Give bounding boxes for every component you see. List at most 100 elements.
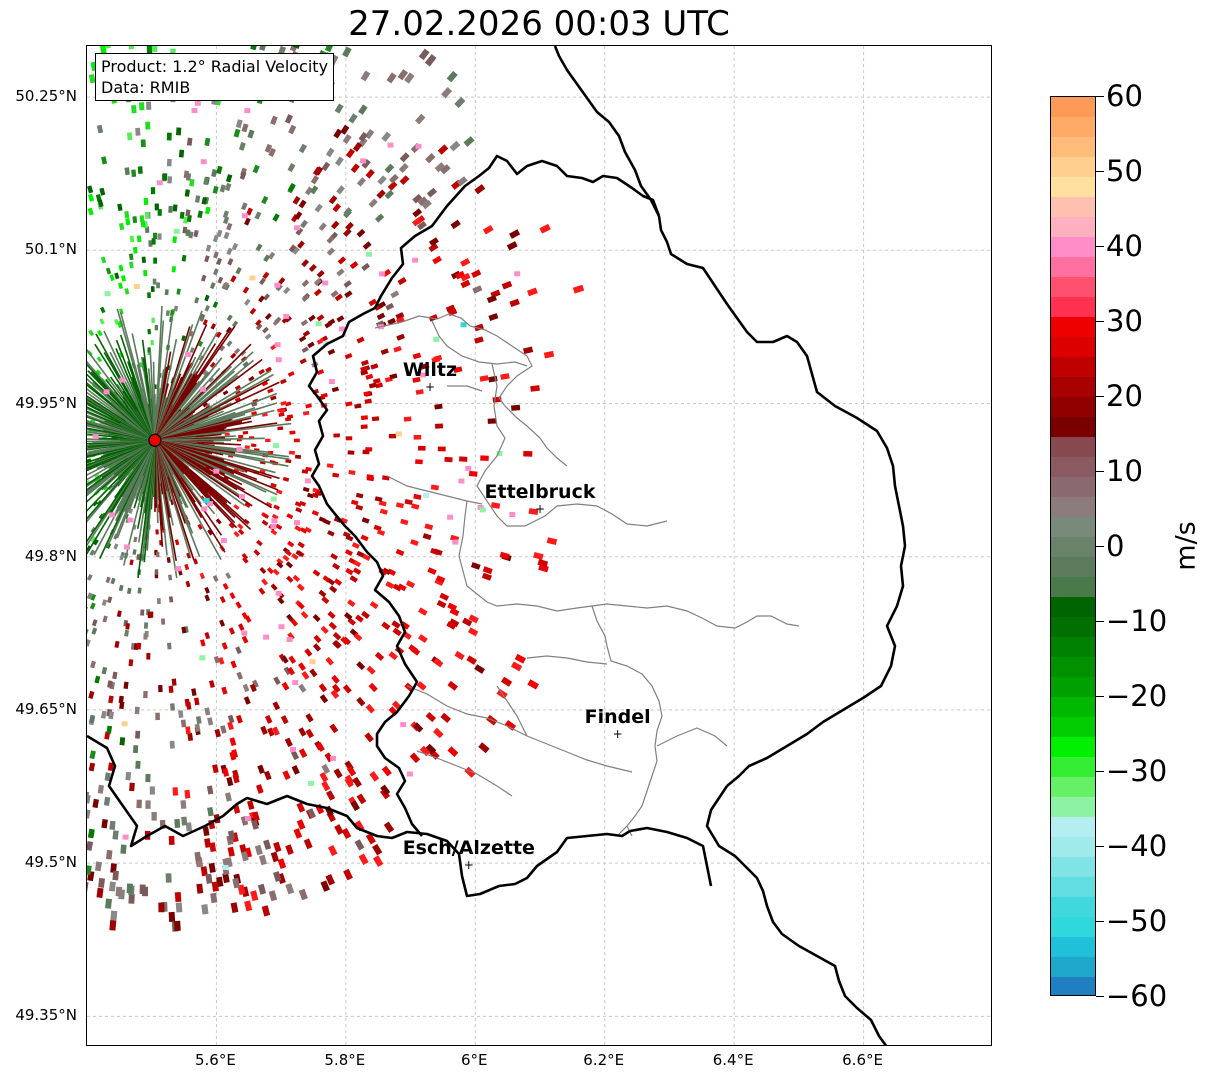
echo-gate <box>344 549 353 556</box>
echo-gate <box>241 123 249 133</box>
echo-gate <box>101 818 108 829</box>
echo-gate <box>276 561 284 569</box>
echo-gate <box>124 210 130 219</box>
echo-gate <box>119 701 125 710</box>
echo-gate <box>215 331 222 338</box>
echo-gate <box>145 773 151 783</box>
echo-gate <box>292 246 300 255</box>
echo-gate <box>106 725 113 734</box>
echo-gate <box>222 216 230 225</box>
echo-gate <box>218 657 225 665</box>
border-germany <box>657 215 907 787</box>
echo-gate <box>299 358 307 365</box>
echo-gate <box>241 202 248 211</box>
colorbar-swatch <box>1051 557 1095 577</box>
echo-gate <box>360 158 367 164</box>
echo-gate <box>364 398 372 404</box>
echo-gate <box>298 683 307 693</box>
echo-gate <box>291 553 299 561</box>
echo-gate <box>126 883 133 894</box>
colorbar-tick <box>1096 471 1104 472</box>
echo-gate <box>169 740 175 749</box>
echo-gate <box>440 712 451 723</box>
echo-gate <box>428 243 439 253</box>
echo-gate <box>204 838 212 848</box>
colorbar-tick-label: −60 <box>1106 979 1168 1013</box>
echo-gate <box>93 539 99 546</box>
echo-gate <box>345 534 354 542</box>
echo-gate <box>219 596 226 604</box>
echo-gate <box>91 619 98 627</box>
echo-gate <box>209 282 216 290</box>
echo-gate <box>322 280 329 286</box>
echo-gate <box>365 373 374 380</box>
echo-gate <box>167 176 173 184</box>
echo-gate <box>200 386 206 392</box>
echo-gate <box>336 185 345 195</box>
echo-gate <box>316 314 325 322</box>
echo-gate <box>289 430 296 435</box>
echo-gate <box>264 714 273 724</box>
echo-gate <box>377 175 387 185</box>
echo-gate <box>101 599 108 607</box>
echo-gate <box>533 552 544 560</box>
echo-gate <box>400 722 407 728</box>
echo-gate <box>333 433 340 438</box>
echo-gate <box>194 723 201 732</box>
echo-gate <box>511 404 521 411</box>
echo-gate <box>109 820 116 830</box>
echo-gate <box>354 820 365 832</box>
echo-gate <box>244 108 251 114</box>
echo-gate <box>411 503 420 510</box>
echo-gate <box>276 558 284 565</box>
echo-gate <box>312 614 321 622</box>
echo-gate <box>308 780 315 786</box>
echo-gate <box>285 561 294 569</box>
echo-gate <box>87 865 92 876</box>
echo-gate <box>358 104 368 115</box>
echo-gate <box>197 210 203 219</box>
echo-gate <box>227 830 236 841</box>
echo-gate <box>196 883 204 894</box>
radar-map[interactable]: Product: 1.2° Radial Velocity Data: RMIB… <box>86 45 992 1046</box>
colorbar-tick <box>1096 96 1104 97</box>
echo-gate <box>387 317 396 326</box>
echo-gate <box>185 822 193 832</box>
echo-gate <box>292 196 301 205</box>
echo-gate <box>381 621 391 631</box>
echo-gate <box>439 592 450 601</box>
colorbar-tick-label: 50 <box>1106 154 1143 188</box>
echo-gate <box>326 247 336 256</box>
echo-gate <box>210 323 217 330</box>
echo-gate <box>298 727 307 737</box>
echo-gate <box>107 762 114 772</box>
echo-gate <box>316 269 325 278</box>
radar-site-marker[interactable] <box>148 433 162 447</box>
echo-gate <box>447 680 458 691</box>
echo-gate <box>96 356 103 363</box>
echo-gate <box>305 713 314 723</box>
echo-gate <box>139 884 146 895</box>
echo-gate <box>282 476 290 482</box>
echo-gate <box>104 46 111 49</box>
echo-gate <box>361 610 370 619</box>
echo-gate <box>92 798 100 809</box>
echo-gate <box>136 554 141 561</box>
colorbar-swatch <box>1051 377 1095 397</box>
echo-gate <box>200 639 206 647</box>
echo-gate <box>137 587 142 594</box>
echo-gate <box>234 397 241 403</box>
echo-gate <box>284 315 292 323</box>
echo-gate <box>302 410 310 416</box>
echo-gate <box>262 326 269 334</box>
echo-gate <box>87 480 91 486</box>
echo-gate <box>236 714 243 724</box>
echo-gate <box>136 235 142 243</box>
colorbar-swatch <box>1051 417 1095 437</box>
echo-gate <box>204 255 210 263</box>
echo-gate <box>231 320 239 328</box>
echo-gate <box>201 196 208 205</box>
echo-gate <box>311 492 319 499</box>
echo-gate <box>320 880 330 892</box>
radar-site-dot[interactable] <box>148 433 162 447</box>
